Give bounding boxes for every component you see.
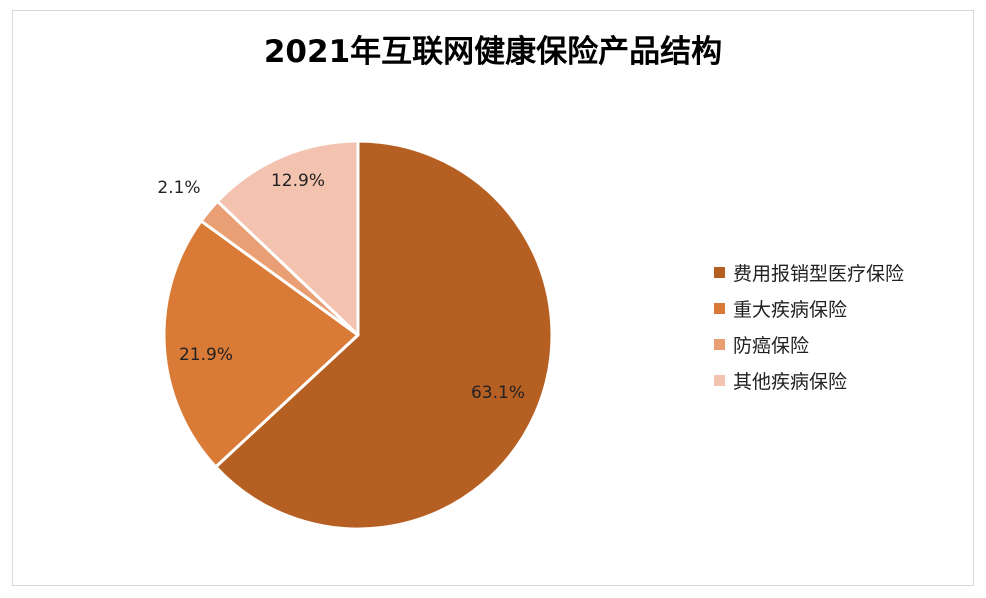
legend-item: 重大疾病保险 <box>714 290 904 326</box>
data-label: 63.1% <box>471 383 525 403</box>
legend-item: 费用报销型医疗保险 <box>714 254 904 290</box>
legend-item: 其他疾病保险 <box>714 362 904 398</box>
pie-slice <box>215 139 360 337</box>
legend-swatch <box>714 374 725 386</box>
legend-swatch <box>714 302 725 314</box>
legend-label: 防癌保险 <box>733 334 810 357</box>
legend-swatch <box>714 338 725 350</box>
data-label: 2.1% <box>157 178 200 198</box>
legend-label: 重大疾病保险 <box>733 298 848 321</box>
data-label: 21.9% <box>179 345 233 365</box>
legend-label: 费用报销型医疗保险 <box>733 262 905 285</box>
legend-label: 其他疾病保险 <box>733 370 848 393</box>
pie-slice <box>214 139 554 531</box>
legend: 费用报销型医疗保险 重大疾病保险 防癌保险 其他疾病保险 <box>714 254 904 398</box>
data-label: 12.9% <box>271 171 325 191</box>
pie-slice <box>162 219 360 469</box>
legend-swatch <box>714 266 725 278</box>
chart-title: 2021年互联网健康保险产品结构 <box>263 34 723 70</box>
legend-item: 防癌保险 <box>714 326 904 362</box>
